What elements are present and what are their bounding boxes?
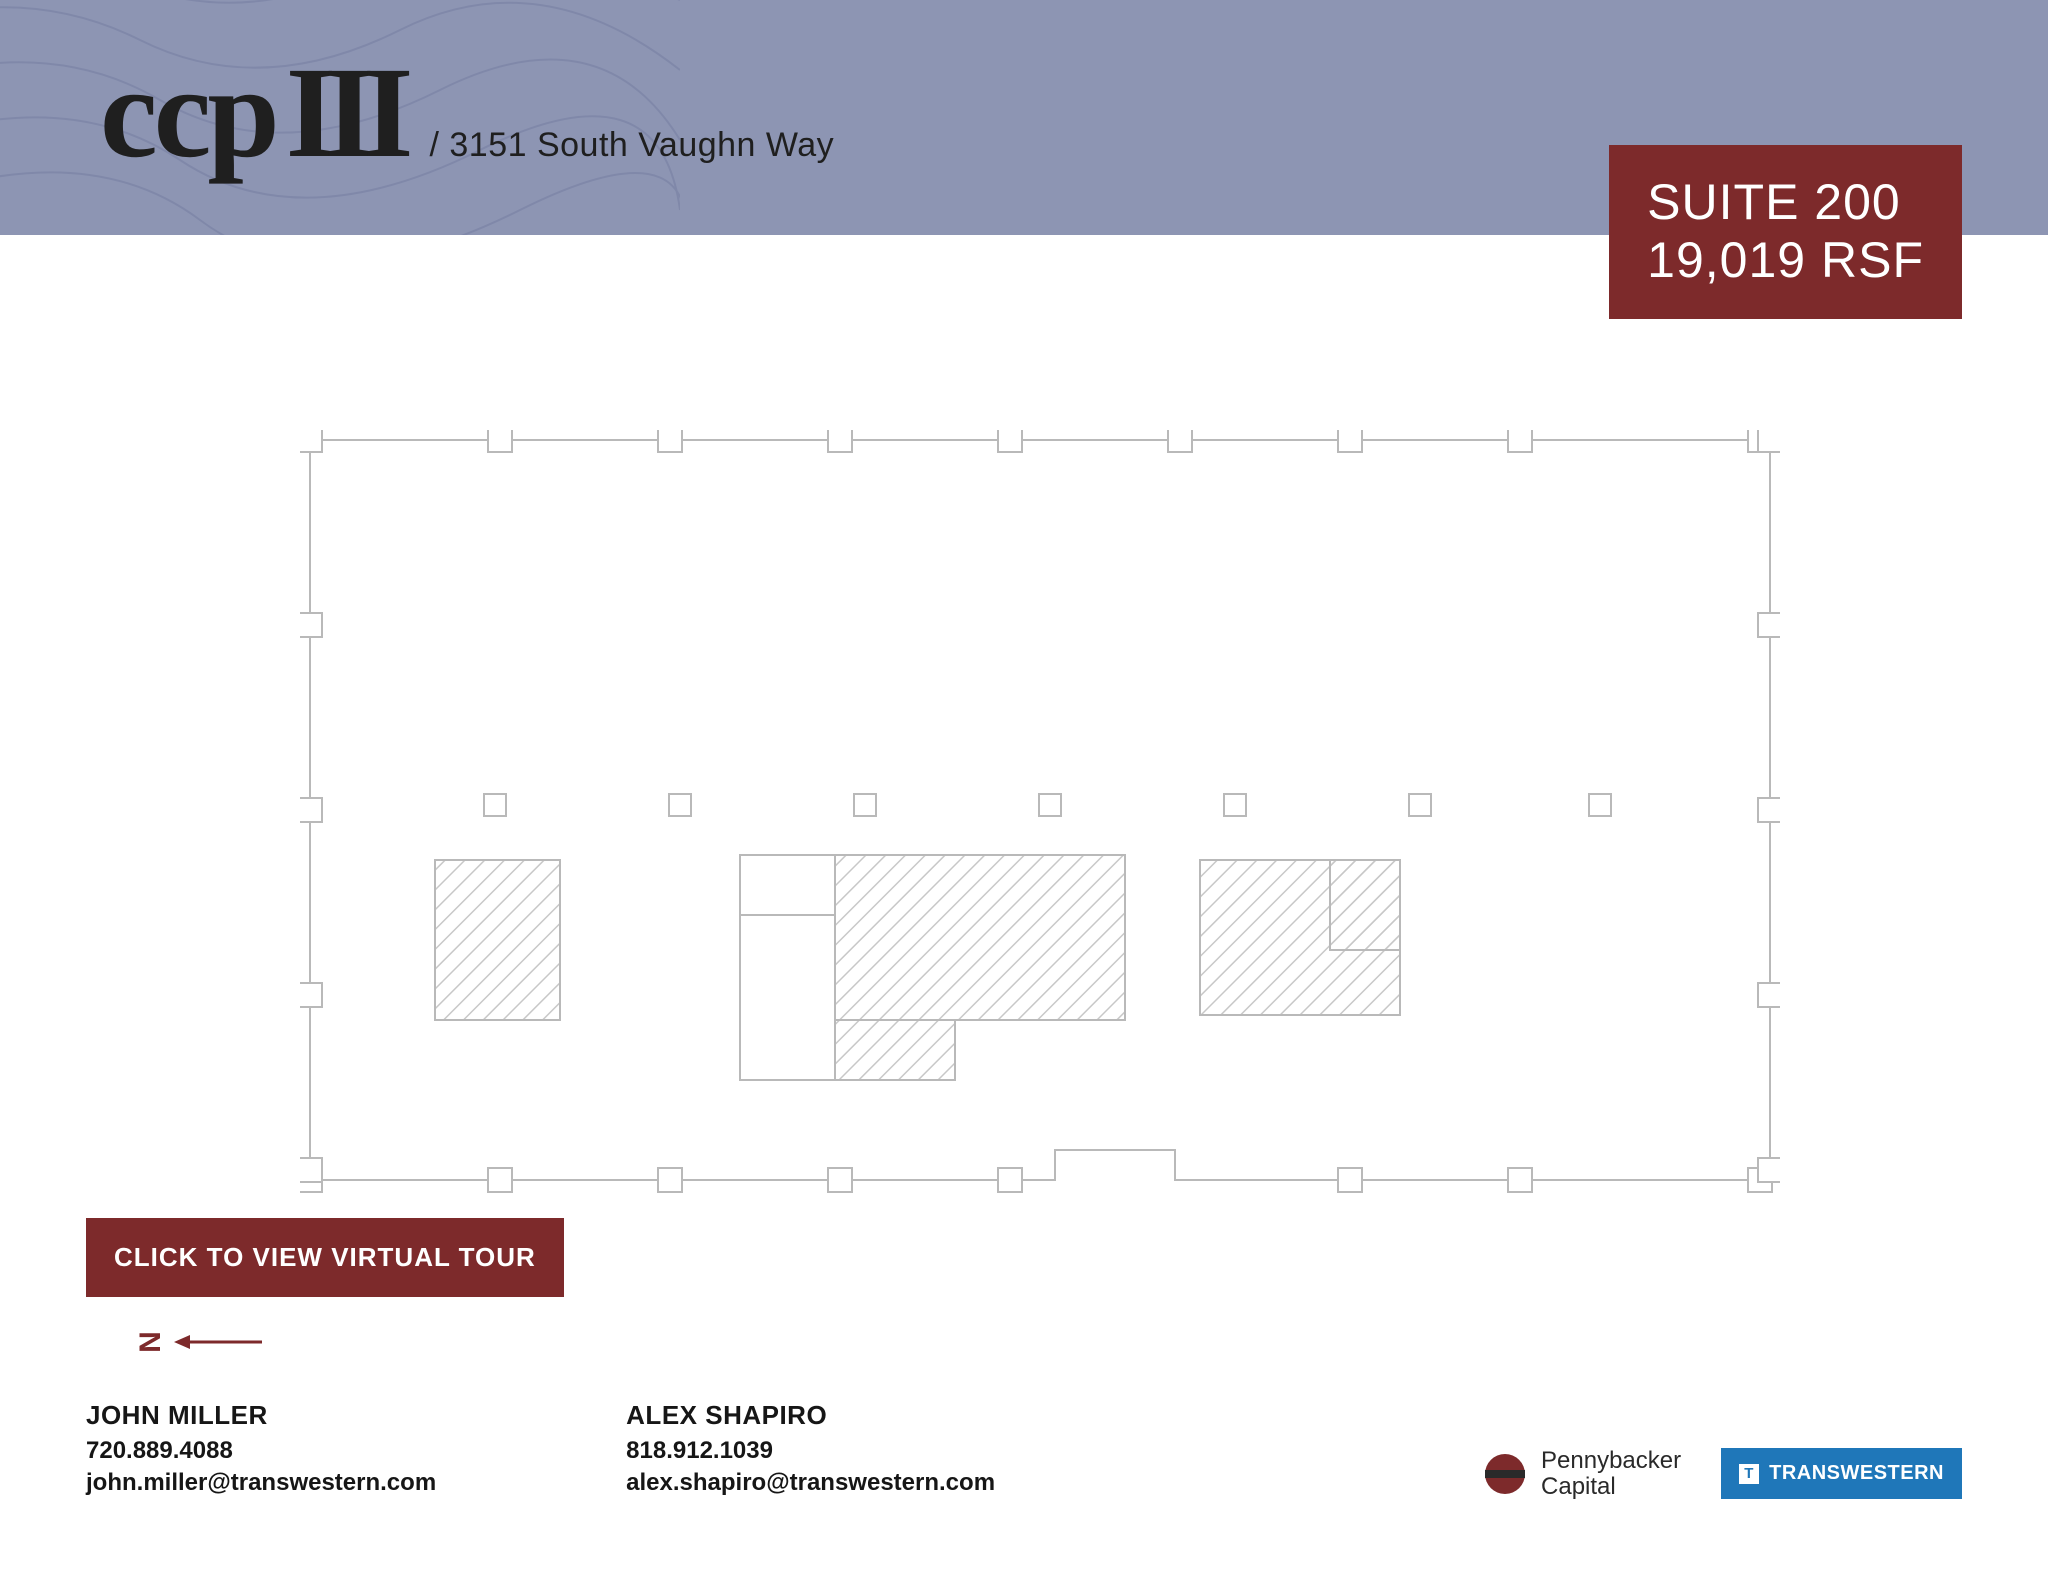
contacts-block: JOHN MILLER 720.889.4088 john.miller@tra… (86, 1400, 995, 1501)
brand-logo: ccpIII (100, 55, 401, 172)
north-arrow-icon (174, 1332, 264, 1352)
north-indicator: N (140, 1325, 264, 1359)
suite-line-1: SUITE 200 (1647, 173, 1924, 231)
contact-phone: 720.889.4088 (86, 1437, 436, 1465)
pennybacker-logo: Pennybacker Capital (1483, 1448, 1681, 1498)
virtual-tour-button[interactable]: CLICK TO VIEW VIRTUAL TOUR (86, 1218, 564, 1297)
suite-line-2: 19,019 RSF (1647, 231, 1924, 289)
contact-1: JOHN MILLER 720.889.4088 john.miller@tra… (86, 1400, 436, 1501)
contact-email: john.miller@transwestern.com (86, 1469, 436, 1497)
contact-2: ALEX SHAPIRO 818.912.1039 alex.shapiro@t… (626, 1400, 995, 1501)
contact-name: JOHN MILLER (86, 1400, 436, 1431)
floorplan (300, 430, 1780, 1200)
brand-logo-text: ccp (100, 41, 276, 185)
suite-badge: SUITE 200 19,019 RSF (1609, 145, 1962, 319)
pennybacker-icon (1483, 1452, 1527, 1496)
brand-logo-roman: III (286, 41, 402, 185)
sponsor-logos: Pennybacker Capital T TRANSWESTERN (1483, 1448, 1962, 1499)
transwestern-logo: T TRANSWESTERN (1721, 1448, 1962, 1499)
contact-email: alex.shapiro@transwestern.com (626, 1469, 995, 1497)
north-letter: N (134, 1331, 168, 1353)
contact-name: ALEX SHAPIRO (626, 1400, 995, 1431)
pennybacker-text: Pennybacker Capital (1541, 1448, 1681, 1498)
brand-block: ccpIII / 3151 South Vaughn Way (100, 55, 834, 172)
contact-phone: 818.912.1039 (626, 1437, 995, 1465)
brand-address: / 3151 South Vaughn Way (429, 126, 834, 165)
transwestern-text: TRANSWESTERN (1769, 1462, 1944, 1485)
transwestern-mark-icon: T (1739, 1464, 1759, 1484)
floorplan-svg (300, 430, 1780, 1200)
